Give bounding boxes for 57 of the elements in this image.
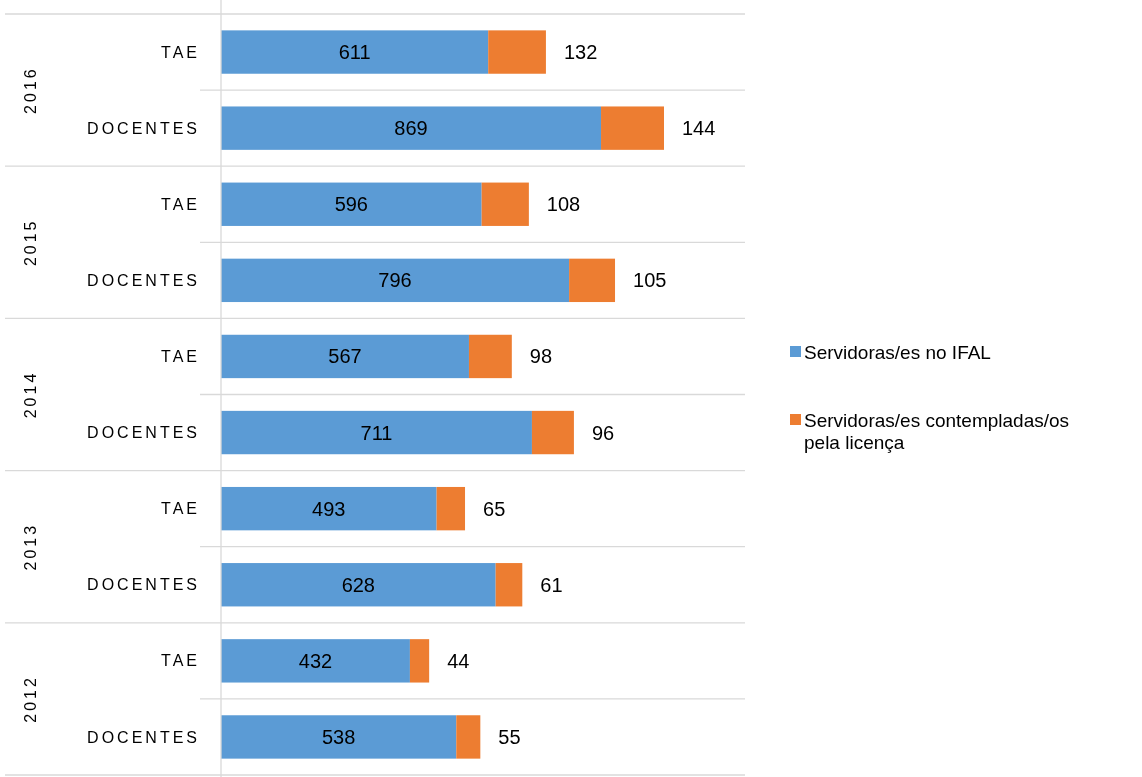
bar <box>221 258 570 303</box>
data-label: 711 <box>360 421 393 444</box>
y-tick-label: DOCENTES <box>87 728 200 746</box>
data-label: 493 <box>312 497 346 520</box>
bar <box>221 106 602 150</box>
text: 2015 <box>22 218 39 267</box>
text: 2013 <box>22 522 39 571</box>
data-label: 796 <box>378 269 412 292</box>
y-tick-label: TAE <box>161 652 200 670</box>
y-tick-label: DOCENTES <box>87 576 200 594</box>
data-label: 55 <box>498 725 521 748</box>
data-label: 432 <box>298 649 333 672</box>
y-tick-label: TAE <box>161 195 200 213</box>
data-label: 105 <box>633 269 667 292</box>
data-label: 144 <box>682 117 716 140</box>
bar <box>221 334 469 379</box>
data-label: 611 <box>338 41 371 64</box>
bar <box>531 410 574 455</box>
text: 2016 <box>22 66 39 114</box>
bar <box>221 30 489 74</box>
bar <box>495 563 523 607</box>
data-label: 538 <box>321 725 356 748</box>
bar <box>456 715 481 759</box>
y-tick-label: DOCENTES <box>87 119 200 137</box>
data-label: 596 <box>334 193 369 216</box>
text: 2014 <box>22 370 39 419</box>
bar <box>221 182 482 226</box>
y-tick-label: DOCENTES <box>87 424 200 442</box>
bar <box>468 334 512 379</box>
bar <box>481 182 529 226</box>
bar <box>221 486 437 531</box>
bar <box>221 715 457 759</box>
bar <box>436 486 466 531</box>
y-tick-label: DOCENTES <box>87 271 200 289</box>
data-label: 132 <box>563 41 598 64</box>
text: 2012 <box>22 675 39 723</box>
data-label: 65 <box>483 497 506 520</box>
legend-label: Servidoras/es no IFAL <box>804 341 991 363</box>
bar <box>409 639 430 683</box>
bar <box>221 563 496 607</box>
data-label: 44 <box>447 649 470 672</box>
bar <box>221 639 410 683</box>
data-label: 108 <box>546 193 581 216</box>
legend-label: Servidoras/es contempladas/os pela licença <box>804 409 1070 454</box>
bar <box>488 30 546 74</box>
y-tick-label: TAE <box>161 348 200 366</box>
data-label: 98 <box>529 345 553 368</box>
data-label: 61 <box>540 573 563 596</box>
data-label: 869 <box>394 117 428 140</box>
bar <box>601 106 664 150</box>
bar <box>569 258 616 303</box>
data-label: 567 <box>328 345 362 368</box>
y-tick-label: TAE <box>161 500 200 518</box>
bar <box>221 410 532 455</box>
y-tick-label: TAE <box>161 43 200 61</box>
data-label: 96 <box>591 421 615 444</box>
data-label: 628 <box>341 573 375 596</box>
